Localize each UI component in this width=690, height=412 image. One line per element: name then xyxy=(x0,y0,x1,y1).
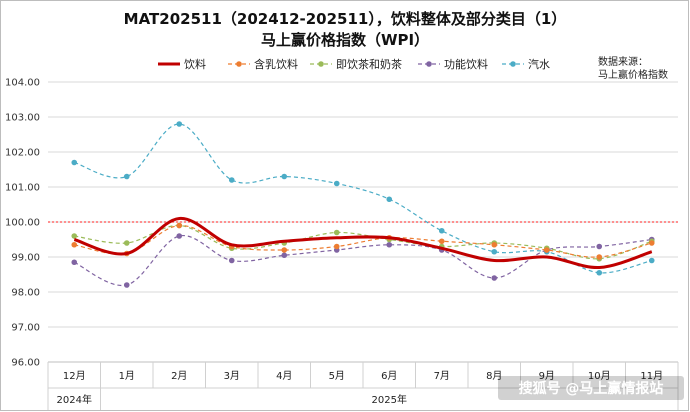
data-point xyxy=(71,233,78,239)
grid xyxy=(48,81,678,363)
legend-marker xyxy=(426,61,432,67)
legend-item: 功能饮料 xyxy=(418,57,488,71)
data-point xyxy=(438,227,445,234)
x-tick-label: 5月 xyxy=(329,370,345,382)
source-label: 数据来源： xyxy=(598,55,648,68)
legend-label: 即饮茶和奶茶 xyxy=(336,57,402,71)
data-point xyxy=(228,177,235,183)
data-point xyxy=(596,269,603,276)
y-tick-label: 102.00 xyxy=(5,148,40,159)
data-point xyxy=(281,247,288,253)
y-axis: 96.00 97.00 98.00 99.00 100.00 101.00 102.00 10… xyxy=(5,78,40,369)
x-tick-label: 2月 xyxy=(171,370,187,382)
data-point xyxy=(123,240,130,246)
data-point xyxy=(281,173,288,180)
legend: 饮料 含乳饮料 即饮茶和奶茶 功能饮料 汽水 xyxy=(158,57,550,71)
data-point xyxy=(386,196,393,203)
series-line-3 xyxy=(74,235,652,287)
data-point xyxy=(333,243,340,250)
legend-marker xyxy=(510,61,516,67)
x-tick-label: 9月 xyxy=(539,370,555,382)
y-tick-label: 97.00 xyxy=(11,323,40,334)
data-point xyxy=(176,222,183,229)
data-point xyxy=(228,257,235,264)
data-point xyxy=(491,241,498,248)
y-tick-label: 98.00 xyxy=(11,288,40,299)
series-0 xyxy=(73,216,653,270)
x-tick-label: 1月 xyxy=(119,370,135,382)
data-point xyxy=(123,173,130,180)
x-tick-label: 6月 xyxy=(381,370,397,382)
legend-label: 功能饮料 xyxy=(444,57,488,71)
data-point xyxy=(333,229,340,236)
data-point xyxy=(71,259,78,266)
legend-label: 含乳饮料 xyxy=(254,57,298,71)
x-tick-label: 11月 xyxy=(640,370,663,382)
data-point xyxy=(438,238,445,245)
x-tick-label: 12月 xyxy=(63,370,86,382)
legend-item: 汽水 xyxy=(502,57,550,71)
watermark-text: 搜狐号 @马上赢情报站 xyxy=(519,380,664,397)
chart-title: MAT202511（202412-202511），饮料整体及部分类目（1） xyxy=(124,10,567,28)
series-4 xyxy=(71,121,655,276)
x-tick-label: 8月 xyxy=(486,370,502,382)
legend-label: 饮料 xyxy=(184,57,206,71)
x-tick-label: 3月 xyxy=(224,370,240,382)
data-point xyxy=(333,180,340,187)
source-name: 马上赢价格指数 xyxy=(598,68,668,81)
y-tick-label: 99.00 xyxy=(11,253,40,264)
legend-marker xyxy=(318,61,324,67)
data-point xyxy=(71,241,78,248)
data-point xyxy=(281,252,288,259)
x-axis: 12月 1月 2月 3月 4月 5月 6月 7月 8月 9月 10月 11月 2024年 2025年 xyxy=(47,361,679,410)
x-tick-label: 7月 xyxy=(434,370,450,382)
series-layer xyxy=(71,121,655,288)
data-point xyxy=(123,282,130,288)
x-tick-label: 10月 xyxy=(588,370,611,382)
data-point xyxy=(176,233,183,239)
legend-item: 饮料 xyxy=(158,57,206,71)
y-tick-label: 100.00 xyxy=(5,218,40,229)
data-point xyxy=(491,248,498,255)
data-point xyxy=(543,247,550,253)
data-point xyxy=(596,243,603,250)
y-tick-label: 96.00 xyxy=(11,358,40,369)
series-line-0 xyxy=(73,216,653,270)
data-point xyxy=(648,257,655,264)
legend-item: 即饮茶和奶茶 xyxy=(310,57,402,71)
y-tick-label: 101.00 xyxy=(5,183,40,194)
data-point xyxy=(71,159,78,166)
year-label: 2024年 xyxy=(57,393,92,406)
data-point xyxy=(386,241,393,248)
data-point xyxy=(648,240,655,246)
data-point xyxy=(596,254,603,260)
chart-subtitle: 马上赢价格指数（WPI） xyxy=(261,31,429,49)
year-label: 2025年 xyxy=(372,393,407,406)
data-point xyxy=(176,121,183,127)
legend-item: 含乳饮料 xyxy=(228,57,298,71)
y-tick-label: 104.00 xyxy=(5,78,40,89)
legend-marker xyxy=(236,61,242,67)
watermark: 搜狐号 @马上赢情报站 xyxy=(498,376,684,400)
legend-label: 汽水 xyxy=(528,57,550,71)
x-tick-label: 4月 xyxy=(276,370,292,382)
y-tick-label: 103.00 xyxy=(5,113,40,124)
series-line-1 xyxy=(74,224,652,258)
data-point xyxy=(491,275,498,281)
